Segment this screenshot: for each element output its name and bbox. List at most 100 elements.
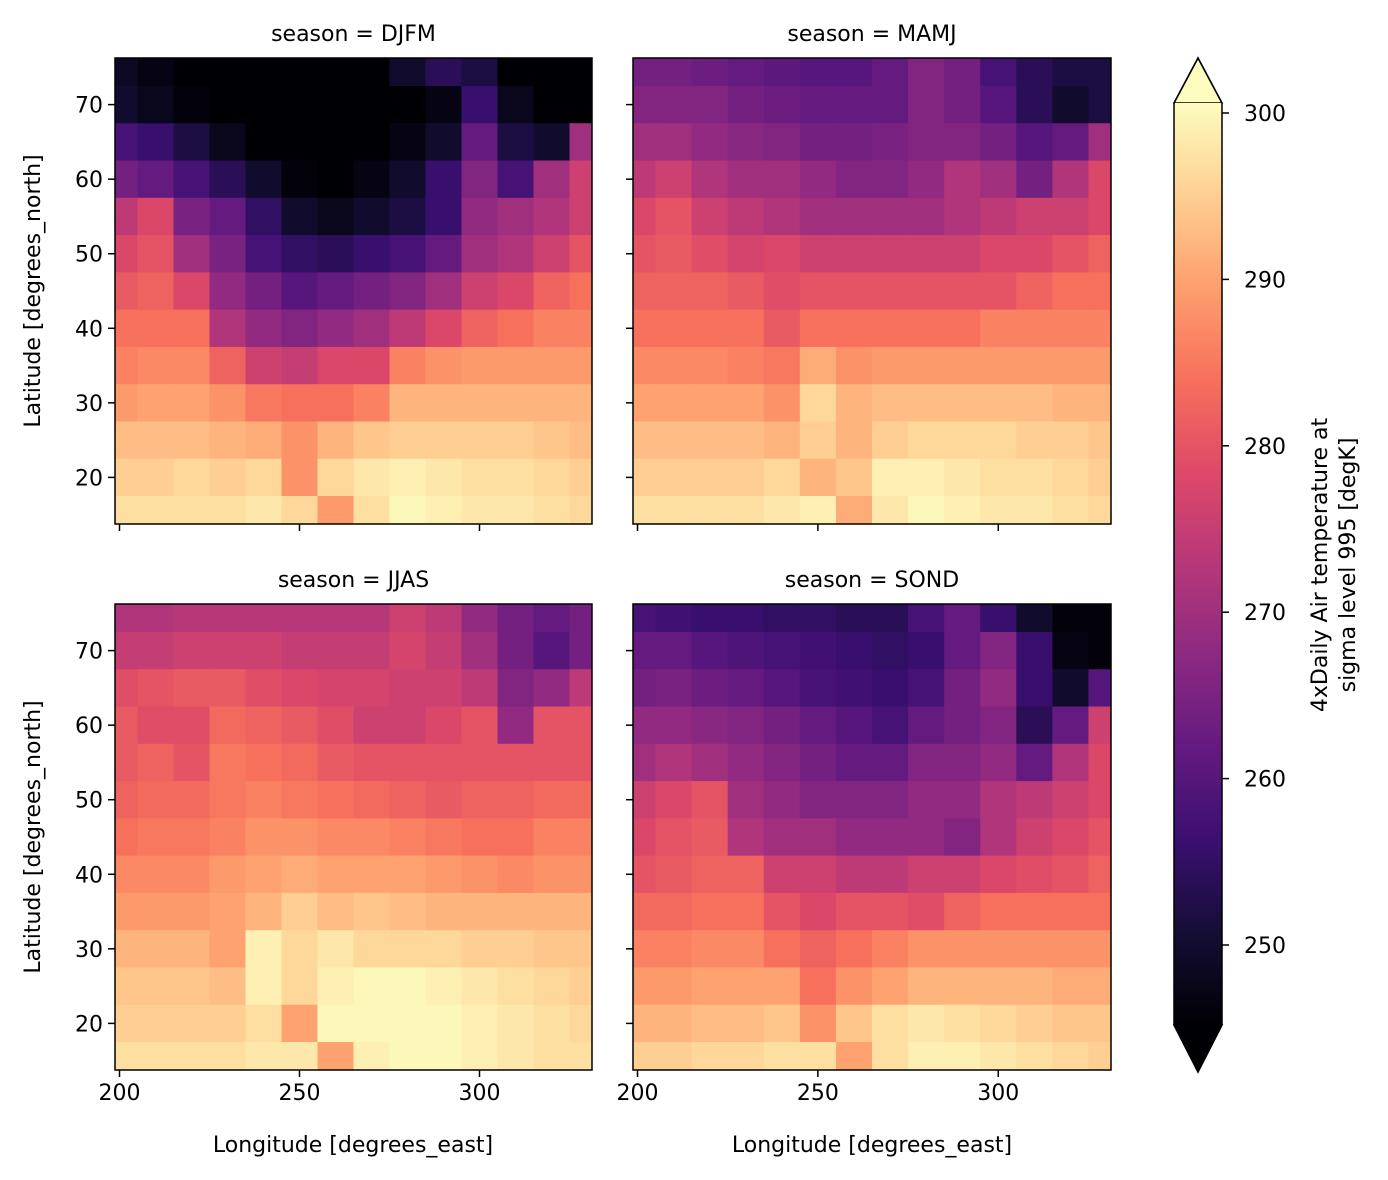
heatmap-cell bbox=[799, 669, 837, 708]
heatmap-cell bbox=[245, 930, 283, 969]
heatmap-cell bbox=[655, 781, 693, 819]
heatmap-cell bbox=[425, 123, 463, 162]
heatmap-cell bbox=[115, 346, 139, 385]
heatmap-cell bbox=[389, 197, 427, 236]
heatmap-cell bbox=[317, 855, 355, 894]
heatmap-cell bbox=[461, 631, 499, 670]
heatmap-cell bbox=[389, 818, 427, 857]
heatmap-cell bbox=[281, 58, 319, 87]
heatmap-cell bbox=[389, 631, 427, 670]
heatmap-cell bbox=[533, 1004, 571, 1043]
heatmap-cell bbox=[115, 421, 139, 460]
heatmap-cell bbox=[173, 669, 211, 708]
heatmap-cell bbox=[763, 818, 801, 857]
heatmap-cell bbox=[209, 930, 247, 969]
facet-panel: season = DJFM 20 30 40 50 60 70 bbox=[75, 22, 593, 531]
heatmap-cell bbox=[1016, 458, 1053, 497]
heatmap-cell bbox=[835, 892, 873, 931]
heatmap-cell bbox=[137, 706, 175, 745]
heatmap-cell bbox=[1088, 458, 1111, 497]
heatmap-cell bbox=[1052, 346, 1090, 385]
heatmap-cell bbox=[137, 58, 175, 87]
heatmap-cell bbox=[461, 855, 499, 894]
heatmap-cell bbox=[461, 892, 499, 931]
heatmap-cell bbox=[533, 160, 571, 199]
heatmap-cell bbox=[655, 604, 693, 633]
heatmap-cell bbox=[425, 631, 463, 670]
heatmap-cell bbox=[389, 855, 427, 894]
heatmap-cell bbox=[317, 309, 355, 348]
heatmap-cell bbox=[137, 160, 175, 199]
heatmap-cell bbox=[209, 604, 247, 633]
heatmap-cell bbox=[461, 1004, 499, 1043]
heatmap-cell bbox=[317, 58, 355, 87]
heatmap-cell bbox=[763, 85, 801, 124]
heatmap-cell bbox=[425, 85, 463, 124]
heatmap-cell bbox=[799, 458, 837, 497]
heatmap-cell bbox=[835, 160, 873, 199]
heatmap-cell bbox=[281, 892, 319, 931]
heatmap-cell bbox=[763, 930, 801, 969]
heatmap-cell bbox=[569, 1004, 592, 1043]
heatmap-cell bbox=[980, 58, 1017, 87]
heatmap-cell bbox=[317, 967, 355, 1006]
heatmap-cell bbox=[425, 781, 463, 819]
heatmap-cell bbox=[209, 458, 247, 497]
heatmap-cell bbox=[353, 967, 391, 1006]
heatmap-cell bbox=[461, 781, 499, 819]
heatmap-cell bbox=[281, 160, 319, 199]
heatmap-cell bbox=[461, 458, 499, 497]
heatmap-cell bbox=[461, 197, 499, 236]
heatmap-cell bbox=[353, 818, 391, 857]
heatmap-cell bbox=[281, 631, 319, 670]
heatmap-cell bbox=[633, 346, 657, 385]
heatmap-cell bbox=[908, 967, 945, 1006]
heatmap-cell bbox=[980, 421, 1017, 460]
heatmap-cell bbox=[137, 669, 175, 708]
heatmap-cell bbox=[137, 930, 175, 969]
heatmap-cell bbox=[1052, 309, 1090, 348]
heatmap-cell bbox=[461, 235, 499, 273]
heatmap-cell bbox=[655, 855, 693, 894]
heatmap-cell bbox=[569, 458, 592, 497]
heatmap-cell bbox=[835, 743, 873, 782]
heatmap-cell bbox=[944, 123, 981, 162]
heatmap-cell bbox=[425, 892, 463, 931]
heatmap-cell bbox=[353, 421, 391, 460]
heatmap-cell bbox=[655, 818, 693, 857]
heatmap-cell bbox=[173, 235, 211, 273]
x-axis-label-left: Longitude [degrees_east] bbox=[213, 1133, 493, 1158]
heatmap-cell bbox=[872, 346, 909, 385]
heatmap-cell bbox=[497, 818, 535, 857]
heatmap-cell bbox=[173, 631, 211, 670]
heatmap-cell bbox=[173, 1004, 211, 1043]
heatmap-cell bbox=[944, 496, 981, 524]
heatmap-cell bbox=[980, 197, 1017, 236]
heatmap-cell bbox=[353, 85, 391, 124]
heatmap-cell bbox=[209, 892, 247, 931]
heatmap-cell bbox=[245, 967, 283, 1006]
heatmap-cell bbox=[281, 197, 319, 236]
heatmap-cell bbox=[980, 930, 1017, 969]
heatmap-cell bbox=[872, 421, 909, 460]
panel-frame bbox=[632, 57, 1112, 525]
heatmap-cell bbox=[497, 1042, 535, 1070]
heatmap-cell bbox=[980, 384, 1017, 423]
heatmap-cell bbox=[1088, 85, 1111, 124]
heatmap-cell bbox=[655, 496, 693, 524]
heatmap-cell bbox=[137, 781, 175, 819]
heatmap-cell bbox=[317, 818, 355, 857]
heatmap-cell bbox=[835, 458, 873, 497]
heatmap-cell bbox=[944, 309, 981, 348]
heatmap-cell bbox=[872, 818, 909, 857]
heatmap-cell bbox=[1052, 272, 1090, 311]
heatmap-cell bbox=[980, 496, 1017, 524]
heatmap-cell bbox=[1016, 496, 1053, 524]
heatmap-cell bbox=[209, 706, 247, 745]
heatmap-cell bbox=[727, 781, 765, 819]
heatmap-cell bbox=[209, 272, 247, 311]
heatmap-cell bbox=[281, 967, 319, 1006]
heatmap-cell bbox=[1088, 669, 1111, 708]
heatmap-cell bbox=[633, 421, 657, 460]
heatmap-cell bbox=[872, 781, 909, 819]
